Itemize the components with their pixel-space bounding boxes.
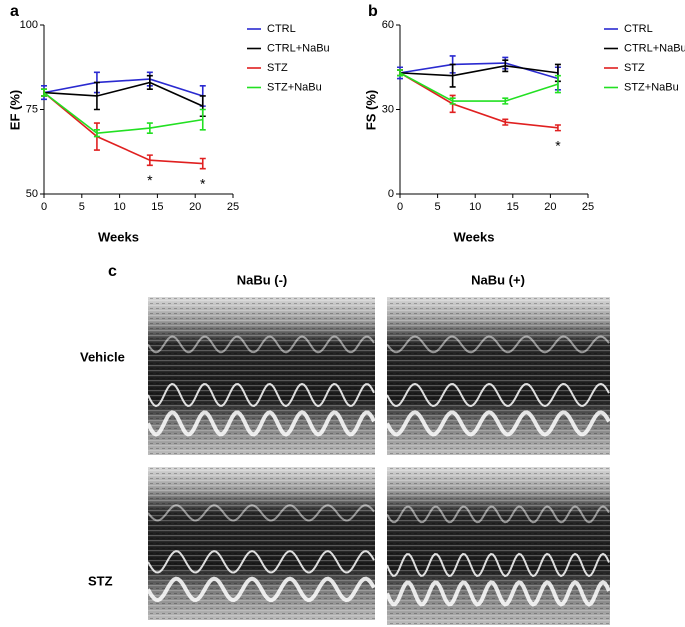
series-line [399, 62, 559, 80]
error-bar [502, 118, 509, 126]
y-axis-label: FS (%) [363, 90, 378, 130]
error-bar [554, 124, 561, 132]
legend-label: STZ [267, 62, 288, 74]
echo-wave [146, 410, 376, 437]
x-tick-label: 5 [79, 201, 85, 213]
echo-wave [386, 335, 610, 354]
echo-wave [147, 550, 375, 574]
echo-wave [386, 382, 610, 408]
echo-wave [385, 410, 611, 437]
x-axis-label: Weeks [454, 229, 495, 244]
series-line [399, 72, 559, 129]
error-bar [397, 69, 403, 77]
x-tick-label: 0 [397, 201, 403, 213]
echo-texture [148, 467, 375, 620]
y-tick-label: 0 [388, 188, 394, 200]
panel-label: a [10, 3, 19, 20]
legend-label: CTRL+NaBu [267, 42, 330, 54]
y-tick-label: 50 [26, 188, 38, 200]
series-line [43, 91, 203, 165]
x-tick-label: 10 [113, 201, 125, 213]
echo-images [146, 297, 611, 625]
error-bar [199, 108, 206, 131]
panel-label: b [368, 3, 378, 20]
echo-wave [147, 504, 375, 522]
echo-wave [147, 382, 375, 408]
series-line [43, 78, 204, 97]
series-line [43, 91, 203, 134]
series-line [43, 81, 204, 107]
column-label: NaBu (-) [237, 272, 288, 287]
error-bar [146, 122, 153, 134]
x-tick-label: 25 [582, 201, 594, 213]
echo-texture [387, 467, 610, 625]
x-tick-label: 5 [435, 201, 441, 213]
x-tick-label: 20 [189, 201, 201, 213]
y-tick-label: 100 [20, 19, 38, 31]
row-label: STZ [88, 573, 113, 588]
echo-wave [147, 335, 375, 354]
legend-label: CTRL+NaBu [624, 42, 685, 54]
error-bar [93, 81, 100, 111]
error-bar [502, 59, 509, 73]
x-axis-label: Weeks [98, 229, 139, 244]
error-bar [199, 157, 206, 170]
echo-texture [387, 297, 610, 455]
annotation: * [200, 175, 206, 191]
x-tick-label: 20 [544, 201, 556, 213]
legend-label: STZ [624, 62, 645, 74]
y-axis-label: EF (%) [7, 90, 22, 130]
y-tick-label: 60 [382, 19, 394, 31]
x-tick-label: 25 [227, 201, 239, 213]
series-line [399, 72, 559, 102]
annotation: * [555, 137, 561, 153]
panel-label: c [108, 263, 117, 280]
error-bar [449, 97, 456, 105]
echo-wave [386, 505, 610, 524]
x-tick-label: 15 [507, 201, 519, 213]
echo-wave [386, 552, 610, 578]
column-label: NaBu (+) [471, 272, 525, 287]
echo-wave [385, 579, 611, 607]
legend-label: CTRL [267, 23, 296, 35]
x-tick-label: 10 [469, 201, 481, 213]
series-line [399, 65, 559, 77]
error-bar [93, 128, 100, 138]
error-bar [449, 63, 456, 88]
legend-label: STZ+NaBu [267, 81, 322, 93]
legend-label: STZ+NaBu [624, 81, 679, 93]
row-label: Vehicle [80, 349, 125, 364]
error-bar [502, 97, 509, 105]
y-tick-label: 30 [382, 103, 394, 115]
error-bar [146, 154, 153, 167]
legend-label: CTRL [624, 23, 653, 35]
annotation: * [147, 172, 153, 188]
x-tick-label: 0 [41, 201, 47, 213]
echo-texture [148, 297, 375, 455]
error-bar [41, 88, 47, 97]
error-bar [554, 74, 561, 94]
echo-wave [146, 576, 376, 603]
error-bar [146, 74, 153, 91]
x-tick-label: 15 [151, 201, 163, 213]
y-tick-label: 75 [26, 103, 38, 115]
